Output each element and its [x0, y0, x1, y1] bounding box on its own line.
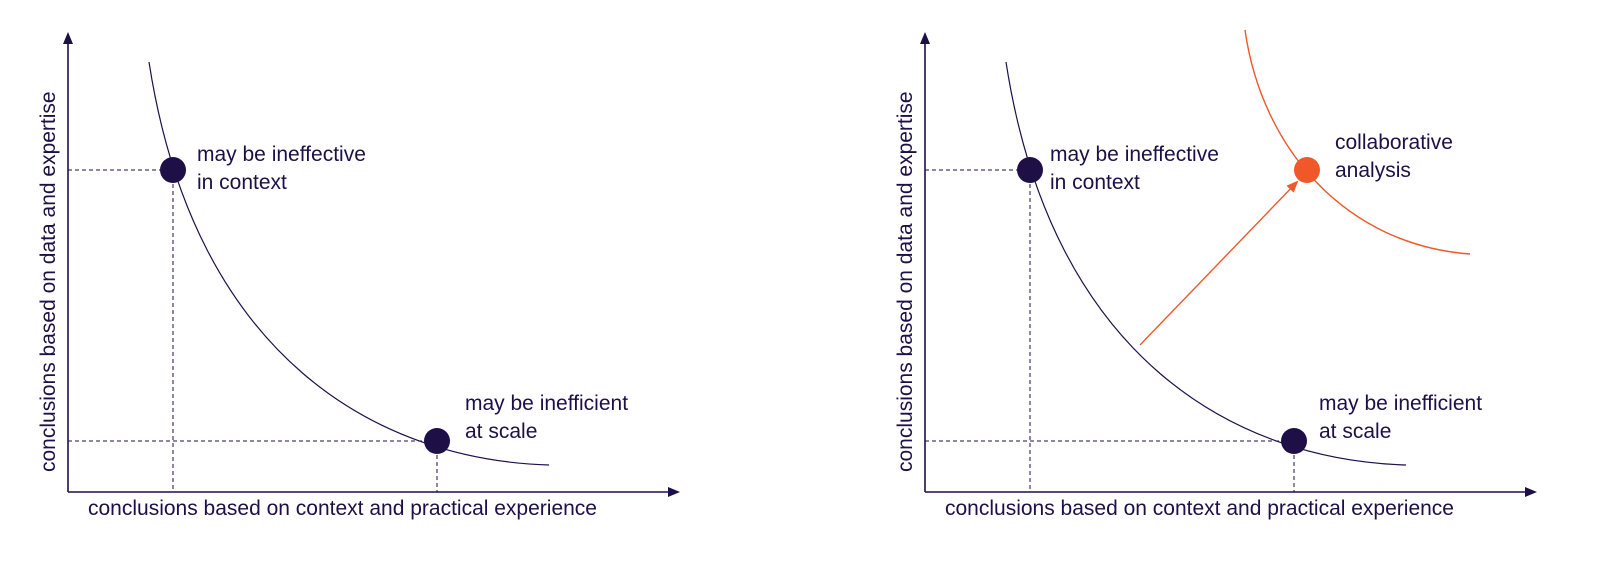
diagram-left: conclusions based on data and expertise … — [0, 0, 800, 561]
diagram-left-graphic — [63, 32, 680, 497]
y-axis-label: conclusions based on data and expertise — [894, 91, 917, 472]
label-ineffective-line2: in context — [197, 171, 287, 194]
y-axis-label: conclusions based on data and expertise — [37, 91, 60, 472]
point-ineffective — [1017, 157, 1043, 183]
label-inefficient-line2: at scale — [1319, 420, 1392, 443]
point-inefficient — [424, 428, 450, 454]
point-collaborative — [1294, 157, 1320, 183]
improved-curve — [1244, 29, 1471, 255]
label-inefficient-line2: at scale — [465, 420, 538, 443]
point-inefficient — [1281, 428, 1307, 454]
label-ineffective-line1: may be ineffective — [197, 143, 366, 166]
label-ineffective-line2: in context — [1050, 171, 1140, 194]
label-inefficient-line1: may be inefficient — [465, 392, 629, 415]
label-inefficient-line1: may be inefficient — [1319, 392, 1483, 415]
diagram-right-graphic — [920, 29, 1537, 497]
improvement-arrow — [1139, 180, 1299, 346]
label-collaborative-line1: collaborative — [1335, 131, 1453, 154]
x-axis-label: conclusions based on context and practic… — [88, 497, 597, 520]
label-ineffective-line1: may be ineffective — [1050, 143, 1219, 166]
point-ineffective — [160, 157, 186, 183]
label-collaborative-line2: analysis — [1335, 159, 1411, 182]
x-axis-label: conclusions based on context and practic… — [945, 497, 1454, 520]
diagram-right: conclusions based on data and expertise … — [857, 0, 1601, 561]
